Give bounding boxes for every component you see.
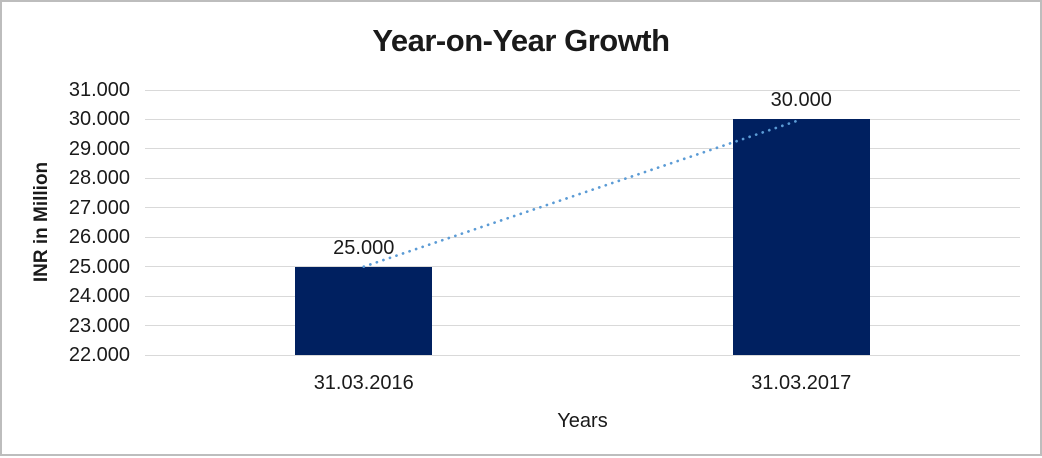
y-tick-label: 24.000 <box>68 285 130 308</box>
gridline <box>145 236 1020 238</box>
y-tick-label: 23.000 <box>68 314 130 337</box>
y-tick-label: 28.000 <box>68 167 130 190</box>
gridline <box>145 207 1020 209</box>
y-tick-label: 22.000 <box>68 344 130 366</box>
bar <box>732 119 870 355</box>
gridline <box>145 118 1020 120</box>
y-tick-label: 25.000 <box>68 255 130 278</box>
gridline <box>145 89 1020 91</box>
gridline <box>145 266 1020 268</box>
gridline <box>145 148 1020 150</box>
gridline <box>145 295 1020 297</box>
gridline <box>145 177 1020 179</box>
y-tick-label: 29.000 <box>68 137 130 160</box>
plot-area: 25.000 30.000 <box>145 89 1020 356</box>
bar-value-label: 25.000 <box>333 236 395 259</box>
trendline-layer <box>362 118 803 269</box>
y-axis-tick-labels: 31.000 30.000 29.000 28.000 27.000 26.000 25.0… <box>2 2 130 458</box>
trendline <box>362 118 803 269</box>
x-tick-label: 31.03.2016 <box>313 372 414 394</box>
gridline <box>145 325 1020 327</box>
y-tick-label: 30.000 <box>68 108 130 131</box>
y-tick-label: 31.000 <box>68 79 130 101</box>
gridline <box>145 354 1020 356</box>
y-tick-label: 26.000 <box>68 226 130 249</box>
x-tick-label: 31.03.2017 <box>751 372 852 394</box>
chart-title: Year-on-Year Growth <box>372 23 670 58</box>
y-tick-label: 27.000 <box>68 196 130 219</box>
x-axis-title: Years <box>557 410 608 432</box>
bar-value-label: 30.000 <box>770 89 832 112</box>
bar <box>295 266 433 355</box>
